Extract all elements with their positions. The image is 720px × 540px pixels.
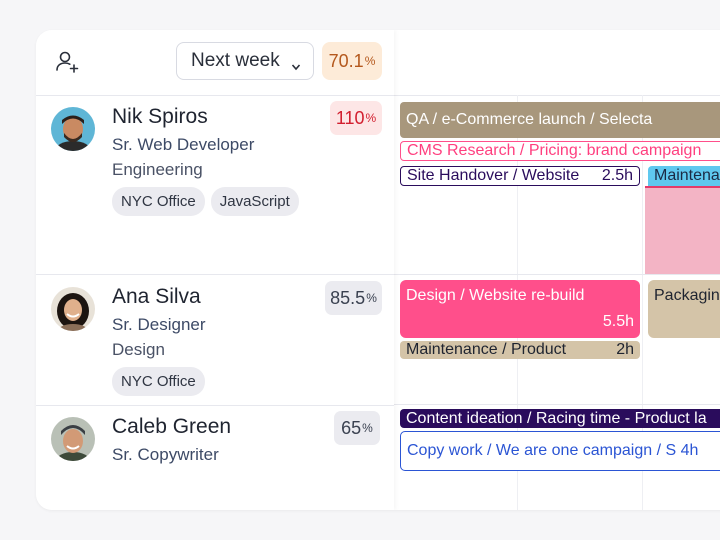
util-unit: % bbox=[364, 54, 376, 68]
person-name: Nik Spiros bbox=[112, 105, 208, 128]
task-hours: 2h bbox=[616, 341, 634, 358]
util-value: 65 bbox=[341, 417, 362, 438]
person-role: Sr. Copywriter bbox=[112, 445, 219, 464]
tag-list: NYC Office bbox=[112, 367, 205, 396]
period-label: Next week bbox=[191, 50, 280, 71]
task-bar[interactable]: Copy work / We are one campaign / S 4h bbox=[400, 431, 720, 471]
util-value: 110 bbox=[335, 107, 365, 128]
person-department: Engineering bbox=[112, 160, 203, 179]
util-value: 70.1 bbox=[328, 50, 364, 71]
avatar bbox=[51, 107, 95, 151]
row-divider bbox=[394, 274, 720, 275]
person-role: Sr. Web Developer bbox=[112, 135, 255, 154]
utilization-badge: 85.5% bbox=[325, 281, 382, 315]
person-name: Caleb Green bbox=[112, 415, 232, 438]
panel-header bbox=[36, 30, 394, 96]
task-label: Site Handover / Website bbox=[407, 167, 580, 184]
day-divider bbox=[642, 95, 643, 510]
task-bar[interactable]: Packagin bbox=[648, 280, 720, 338]
task-label: Copy work / We are one campaign / S 4h bbox=[407, 442, 699, 459]
tag[interactable]: NYC Office bbox=[112, 187, 205, 216]
task-label: Maintenance / Product bbox=[406, 341, 567, 358]
util-unit: % bbox=[362, 421, 373, 435]
task-hours: 2.5h bbox=[601, 167, 633, 184]
add-person-icon[interactable] bbox=[54, 48, 82, 76]
people-panel: Next week 70.1% Nik Spiros Sr. Web Devel… bbox=[36, 30, 394, 510]
task-bar[interactable]: CMS Research / Pricing: brand campaign bbox=[400, 141, 720, 161]
overall-utilization-badge: 70.1% bbox=[322, 42, 382, 80]
utilization-badge: 65% bbox=[334, 411, 380, 445]
person-row[interactable]: Nik Spiros Sr. Web Developer Engineering… bbox=[36, 95, 394, 275]
tag-list: NYC Office JavaScript bbox=[112, 187, 299, 216]
chevron-down-icon bbox=[291, 56, 301, 71]
task-label: CMS Research / Pricing: brand campaign bbox=[407, 142, 702, 159]
util-value: 85.5 bbox=[330, 287, 366, 308]
task-bar[interactable]: Content ideation / Racing time - Product… bbox=[400, 409, 720, 428]
period-select[interactable]: Next week bbox=[176, 42, 314, 80]
avatar bbox=[51, 287, 95, 331]
person-name: Ana Silva bbox=[112, 285, 201, 308]
tag[interactable]: JavaScript bbox=[210, 187, 299, 216]
task-bar[interactable]: Site Handover / Website 2.5h bbox=[400, 166, 640, 186]
person-role: Sr. Designer bbox=[112, 315, 206, 334]
task-label: Content ideation / Racing time - Product… bbox=[406, 409, 707, 427]
overallocation-block bbox=[645, 186, 720, 274]
person-row[interactable]: Caleb Green Sr. Copywriter 65% bbox=[36, 405, 394, 510]
person-department: Design bbox=[112, 340, 165, 359]
task-label: Maintena bbox=[654, 167, 720, 184]
utilization-badge: 110% bbox=[330, 101, 382, 135]
tag[interactable]: NYC Office bbox=[112, 367, 205, 396]
task-bar[interactable]: Maintena bbox=[648, 166, 720, 186]
task-bar[interactable]: QA / e-Commerce launch / Selecta bbox=[400, 102, 720, 138]
person-row[interactable]: Ana Silva Sr. Designer Design NYC Office… bbox=[36, 275, 394, 406]
task-label: Packagin bbox=[654, 287, 720, 304]
task-hours: 5.5h bbox=[602, 313, 634, 330]
schedule-card: QA / e-Commerce launch / Selecta CMS Res… bbox=[36, 30, 720, 510]
util-unit: % bbox=[366, 291, 377, 305]
util-unit: % bbox=[365, 111, 377, 125]
avatar bbox=[51, 417, 95, 461]
task-bar[interactable]: Maintenance / Product 2h bbox=[400, 341, 640, 359]
task-label: Design / Website re-build bbox=[406, 287, 585, 304]
task-label: QA / e-Commerce launch / Selecta bbox=[406, 111, 653, 128]
row-divider bbox=[394, 404, 720, 405]
task-bar[interactable]: Design / Website re-build 5.5h bbox=[400, 280, 640, 338]
